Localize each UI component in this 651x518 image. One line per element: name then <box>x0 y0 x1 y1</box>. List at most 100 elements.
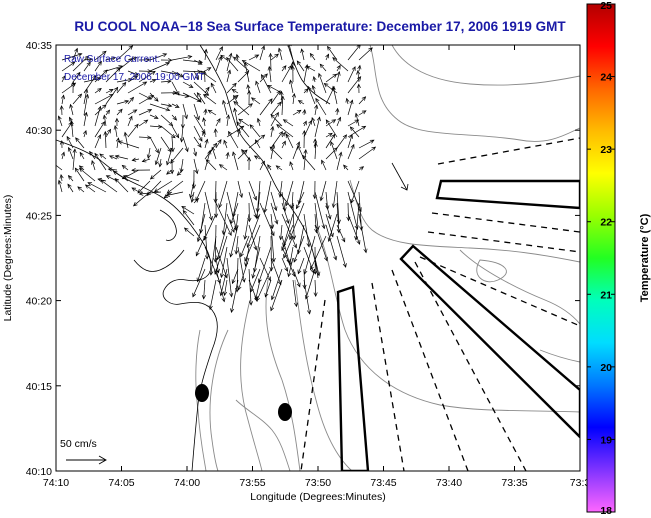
current-vector-head <box>354 119 360 124</box>
current-vector-head <box>271 257 276 263</box>
current-vector-head <box>97 60 102 66</box>
current-vector-head <box>76 71 81 77</box>
current-vector-head <box>111 56 117 61</box>
x-tick-label: 74:10 <box>43 477 69 489</box>
current-vector <box>127 81 147 94</box>
current-vector <box>230 202 239 224</box>
current-vector-head <box>97 177 103 182</box>
current-vector <box>270 53 279 61</box>
chart-title: RU COOL NOAA−18 Sea Surface Temperature:… <box>74 19 566 34</box>
current-vector-head <box>149 175 155 180</box>
current-vector-head <box>345 97 350 103</box>
current-vector-head <box>202 130 207 136</box>
current-vector-head <box>241 278 246 283</box>
current-vector <box>292 268 301 287</box>
current-vector-head <box>325 119 330 124</box>
current-vector <box>61 53 82 61</box>
current-vector <box>215 118 221 127</box>
colorbar-tick-label: 21 <box>600 289 612 301</box>
current-vector <box>71 120 74 138</box>
current-vector-head <box>218 164 224 169</box>
current-vector-head <box>357 207 362 213</box>
current-vector-head <box>210 82 215 88</box>
isobath-line <box>317 229 580 413</box>
current-vector-head <box>97 134 102 139</box>
current-vector-head <box>350 198 355 204</box>
current-vector <box>127 124 139 138</box>
current-vector-head <box>203 48 208 54</box>
current-vector-head <box>261 160 265 166</box>
current-vector <box>347 76 361 94</box>
isobath-line <box>391 45 580 86</box>
current-vector <box>166 169 173 175</box>
current-vector <box>289 80 294 94</box>
current-vector-head <box>103 130 108 136</box>
current-vector <box>166 180 184 194</box>
current-vector <box>235 235 239 255</box>
current-vector-head <box>194 169 199 175</box>
current-vector <box>56 164 63 171</box>
current-vector-head <box>109 89 114 93</box>
y-tick-label: 40:15 <box>26 381 52 393</box>
current-vector <box>325 224 337 260</box>
current-vector-head <box>213 198 218 204</box>
current-vector <box>241 149 250 160</box>
current-vector-head <box>197 60 203 65</box>
current-vector <box>182 210 195 226</box>
current-vector <box>202 131 206 138</box>
current-vector-head <box>124 99 130 104</box>
current-vector-head <box>165 107 171 112</box>
current-vector <box>279 180 283 198</box>
current-vector-head <box>246 243 251 248</box>
current-vector <box>149 79 156 83</box>
current-vector-head <box>331 85 336 91</box>
current-vector-head <box>350 143 355 149</box>
surface-current-vectors <box>56 45 377 315</box>
current-vector <box>292 141 300 160</box>
current-vector-head <box>207 149 212 155</box>
current-vector-head <box>217 139 222 144</box>
current-vector-head <box>289 161 294 166</box>
current-vector <box>182 70 201 73</box>
current-vector-head <box>205 86 210 92</box>
current-vector-head <box>91 160 96 165</box>
current-vector <box>269 146 283 160</box>
current-vector-head <box>67 183 72 189</box>
current-vector <box>203 117 206 127</box>
current-vector <box>215 46 223 61</box>
current-vector <box>336 65 341 72</box>
current-vector <box>159 158 162 167</box>
current-vector-head <box>356 83 361 89</box>
current-vector-head <box>349 134 354 139</box>
current-vector-head <box>190 198 195 203</box>
current-vector <box>237 128 240 138</box>
current-vector-head <box>165 192 171 197</box>
current-vector <box>350 126 360 138</box>
current-vector <box>68 175 74 182</box>
current-vector <box>127 109 137 116</box>
current-vector <box>104 131 107 149</box>
current-vector-head <box>145 57 151 62</box>
current-vector-head <box>202 70 207 75</box>
current-vector-head <box>274 219 279 225</box>
isobath-line <box>209 329 229 471</box>
current-vector-head <box>263 73 268 78</box>
current-vector-head <box>84 184 90 189</box>
current-vector-head <box>199 228 204 234</box>
current-vector-head <box>239 193 244 199</box>
current-vector <box>336 134 347 149</box>
current-vector-head <box>153 188 159 193</box>
current-vector <box>325 147 338 160</box>
current-vector-head <box>276 124 281 129</box>
current-vector-head <box>331 119 337 124</box>
current-vector <box>325 86 335 105</box>
current-vector-head <box>250 97 256 102</box>
current-vector-head <box>129 96 134 102</box>
current-vector <box>259 161 265 171</box>
current-vector <box>357 70 360 83</box>
y-tick-label: 40:10 <box>26 466 52 478</box>
current-vector-head <box>278 235 283 241</box>
current-vector <box>182 92 201 102</box>
current-vector <box>180 158 184 173</box>
current-vector <box>270 202 278 224</box>
